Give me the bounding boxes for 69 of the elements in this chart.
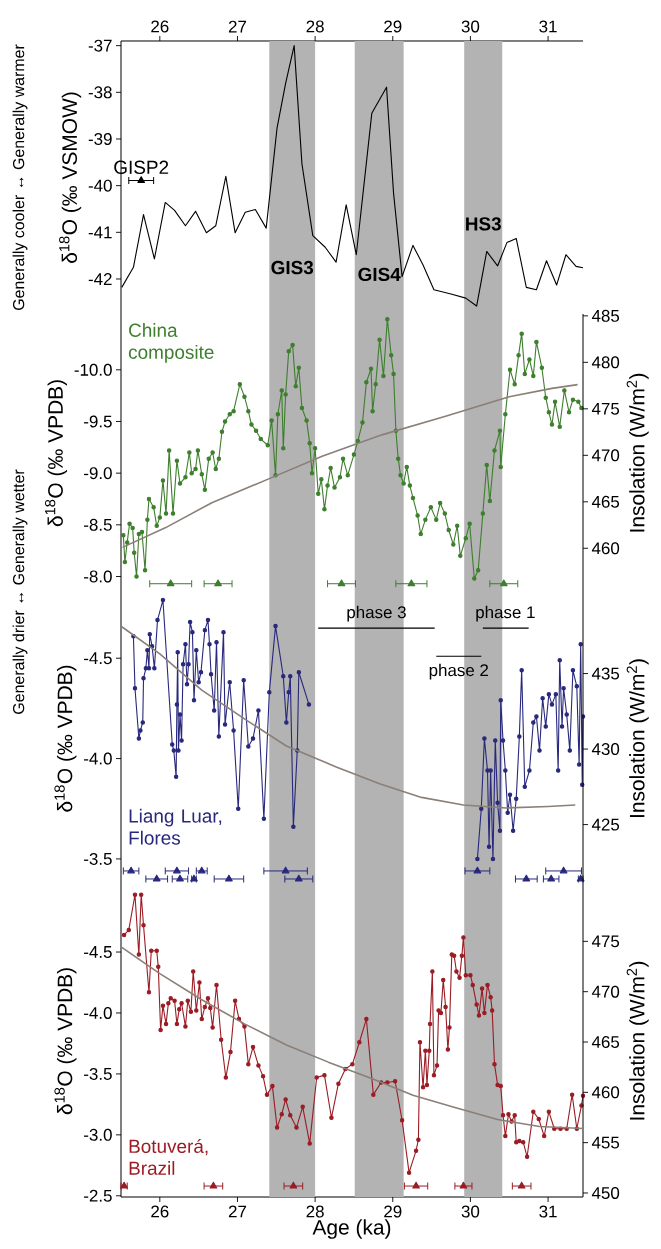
x-tick-label: 26 <box>151 1205 169 1218</box>
x-tick-label: 28 <box>306 20 324 33</box>
y-tick-label: -3.5 <box>84 852 112 865</box>
y-tick-label: -2.5 <box>84 1189 112 1202</box>
band-label: HS3 <box>466 217 501 231</box>
y-tick-label: -3.5 <box>84 1067 112 1080</box>
y-tick-label: -42 <box>88 273 112 285</box>
y2-tick-label: 450 <box>591 1186 620 1199</box>
x-tick-label: 29 <box>384 1205 402 1218</box>
x-tick-label: 27 <box>228 20 247 33</box>
y-axis-title: δ$^{18}$O (‰ VPDB) <box>54 968 77 1115</box>
y-tick-label: -4.0 <box>84 1006 112 1019</box>
text: Generally cooler ↔ Generally warmer <box>12 44 28 311</box>
annotation: phase 3 <box>347 605 406 622</box>
y2-tick-label: 425 <box>591 818 620 831</box>
y2-tick-label: 480 <box>591 356 620 369</box>
y-tick-label: -4.0 <box>84 752 112 765</box>
line-series <box>120 946 584 1130</box>
y2-tick-label: 455 <box>591 1136 620 1149</box>
y-tick-label: -10.0 <box>74 363 112 376</box>
series-label: Liang Luar, Flores <box>129 808 222 845</box>
y-tick-label: -37 <box>88 39 112 52</box>
y-tick-label: -3.0 <box>84 1128 112 1141</box>
y2-tick-label: 470 <box>591 985 620 998</box>
y2-tick-label: 435 <box>591 667 620 680</box>
y-tick-label: -8.0 <box>84 570 112 583</box>
x-tick-label: 29 <box>384 20 402 33</box>
x-tick-label: 30 <box>461 20 480 33</box>
line-series <box>120 625 577 809</box>
y2-tick-label: 460 <box>591 1086 620 1099</box>
y-tick-label: -4.5 <box>84 946 112 958</box>
y2-tick-label: 460 <box>591 542 620 555</box>
y2-tick-label: 475 <box>591 402 620 415</box>
y2-tick-label: 470 <box>591 449 620 462</box>
y2-tick-label: 485 <box>591 309 620 322</box>
text: Generally drier ↔ Generally wetter <box>12 469 28 714</box>
y-tick-label: -39 <box>88 132 112 145</box>
x-tick-label: 31 <box>539 20 557 33</box>
series-label: China composite <box>128 323 214 363</box>
annotation: phase 2 <box>429 663 489 680</box>
x-tick-label: 31 <box>539 1205 557 1218</box>
y-tick-label: -9.0 <box>84 467 112 480</box>
y-axis-title: δ$^{18}$O (‰ VSMOW) <box>59 92 82 263</box>
x-tick-label: 30 <box>461 1205 480 1218</box>
annotation: phase 1 <box>476 605 535 622</box>
y-tick-label: -4.5 <box>84 652 112 665</box>
line-series <box>121 383 579 549</box>
x-tick-label: 27 <box>228 1205 247 1218</box>
annotation: GISP2 <box>114 160 169 174</box>
y2-tick-label: 465 <box>591 1036 620 1049</box>
y2-axis-title: Insolation (W/m$^{2}$) <box>626 961 649 1120</box>
y-tick-label: -8.5 <box>84 518 112 531</box>
y2-axis-title: Insolation (W/m$^{2}$) <box>626 373 649 532</box>
y2-tick-label: 465 <box>591 495 620 508</box>
y2-tick-label: 475 <box>591 935 620 948</box>
y-axis-title: δ$^{18}$O (‰ VPDB) <box>54 665 77 812</box>
y2-tick-label: 430 <box>591 743 620 756</box>
x-axis-title: Age (ka) <box>312 1219 391 1239</box>
y2-axis-title: Insolation (W/m$^{2}$) <box>626 659 649 818</box>
text: Botuverá, Brazil <box>129 1138 208 1175</box>
y-tick-label: -41 <box>88 226 112 239</box>
y-axis-title: δ$^{18}$O (‰ VPDB) <box>44 380 68 527</box>
band-label: GIS3 <box>271 260 314 275</box>
x-tick-label: 28 <box>306 1205 324 1218</box>
y-tick-label: -9.5 <box>84 415 112 428</box>
x-tick-label: 26 <box>151 20 169 33</box>
y-tick-label: -40 <box>88 179 112 192</box>
band-label: GIS4 <box>358 267 401 282</box>
y-tick-label: -38 <box>88 86 112 99</box>
